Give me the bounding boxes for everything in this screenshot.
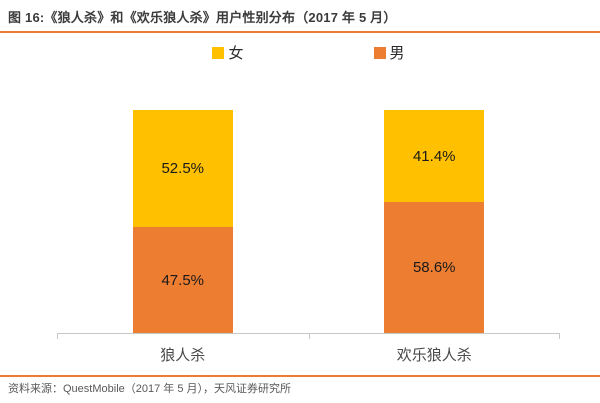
category-label: 狼人杀 <box>160 347 206 364</box>
legend-item-male: 男 <box>373 42 405 63</box>
bar-column: 52.5% 47.5% <box>57 110 309 333</box>
source-note: 资料来源：QuestMobile（2017 年 5 月），天风证券研究所 <box>8 383 292 395</box>
legend-swatch-icon <box>212 46 225 59</box>
x-axis-tick <box>57 334 58 339</box>
legend-label: 男 <box>389 45 405 62</box>
bar-segment-female: 41.4% <box>384 110 485 203</box>
legend-label: 女 <box>228 45 244 62</box>
x-axis-tick <box>559 334 560 339</box>
footer-divider <box>0 375 600 377</box>
x-axis-category-labels: 狼人杀 欢乐狼人杀 <box>57 344 560 365</box>
stacked-bar: 52.5% 47.5% <box>132 110 233 333</box>
x-axis-tick <box>308 334 310 339</box>
x-axis-line <box>57 333 560 339</box>
stacked-bar: 41.4% 58.6% <box>384 110 485 333</box>
bar-segment-male: 47.5% <box>132 227 233 333</box>
data-label: 52.5% <box>161 160 205 178</box>
data-label: 41.4% <box>412 147 456 165</box>
data-label: 58.6% <box>412 259 456 277</box>
legend-item-female: 女 <box>212 42 244 63</box>
category-label: 欢乐狼人杀 <box>396 347 472 364</box>
bar-segment-male: 58.6% <box>384 202 485 333</box>
legend-swatch-icon <box>373 46 386 59</box>
chart-legend: 女男 <box>57 42 560 63</box>
figure-title: 图 16:《狼人杀》和《欢乐狼人杀》用户性别分布（2017 年 5 月） <box>0 0 600 33</box>
data-label: 47.5% <box>161 271 205 289</box>
stacked-bar-chart: 52.5% 47.5% 41.4% 58.6% <box>57 110 560 339</box>
bars-area: 52.5% 47.5% 41.4% 58.6% <box>57 110 560 333</box>
bar-column: 41.4% 58.6% <box>309 110 561 333</box>
bar-segment-female: 52.5% <box>132 110 233 228</box>
